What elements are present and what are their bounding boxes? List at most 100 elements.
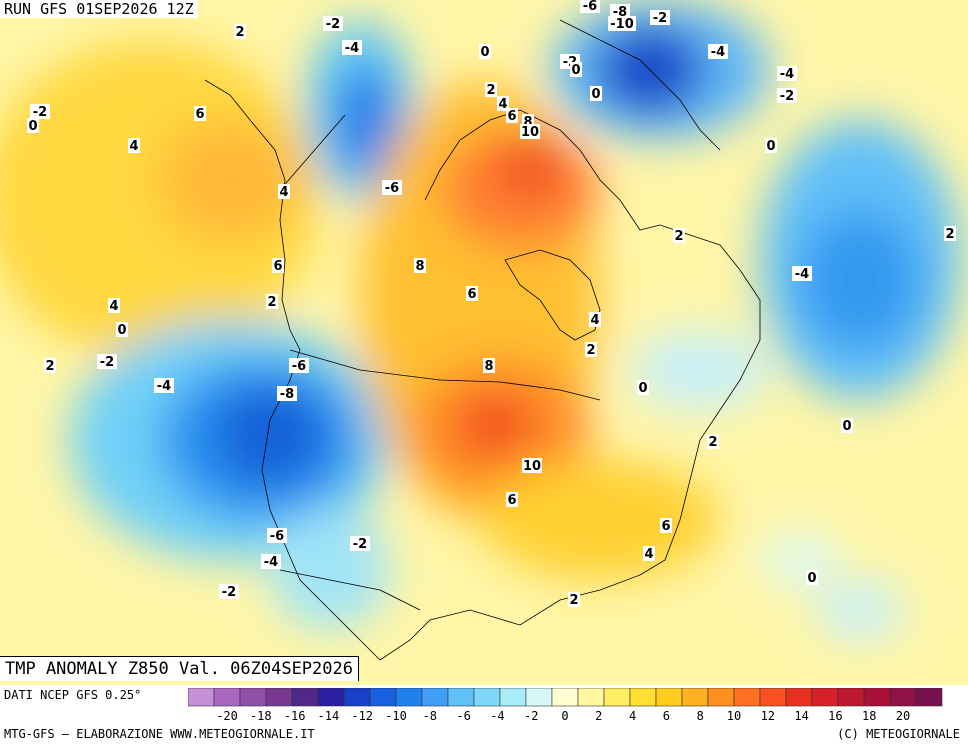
colorbar-tick-label: 10 [727,709,741,723]
colorbar-tick-label: -2 [524,709,538,723]
colorbar-swatch [733,688,761,707]
colorbar-swatch [863,688,891,707]
colorbar-swatch [213,688,241,707]
contour-label: 4 [128,138,140,154]
colorbar-tick-label: -4 [490,709,504,723]
svg-text:2: 2 [486,83,495,98]
colorbar: -20 -18 -16 -14 -12 -10 -8 -6 -4 -2 0 2 4 6 8 10 12 14 16 1… [188,688,943,723]
svg-text:0: 0 [117,323,126,338]
contour-label: 8 [483,358,495,374]
colorbar-tick-label: -8 [423,709,437,723]
contour-label: 2 [234,24,246,40]
colorbar-swatch [188,688,215,707]
contour-label: 0 [479,44,491,60]
colorbar-swatch [837,688,865,707]
colorbar-swatch [681,688,709,707]
colorbar-tick-label: 4 [629,709,636,723]
contour-label: -2 [30,104,50,120]
run-label: RUN GFS 01SEP2026 12Z [0,0,198,18]
contour-label: 0 [590,86,602,102]
svg-text:0: 0 [571,63,580,78]
contour-label: 0 [27,118,39,134]
svg-text:2: 2 [586,343,595,358]
colorbar-tick-label: -20 [216,709,238,723]
contour-label-layer: -6-8-10-22-2-40-20-4-4-202468100-2064-64… [27,0,956,608]
svg-text:6: 6 [195,107,204,122]
contour-label: 0 [806,570,818,586]
contour-label: -4 [708,44,728,60]
contour-label: -4 [792,266,812,282]
contour-label: 6 [272,258,284,274]
contour-label: -6 [289,358,309,374]
contour-label: 2 [707,434,719,450]
svg-text:6: 6 [273,259,282,274]
colorbar-tick-label: -6 [456,709,470,723]
svg-text:2: 2 [945,227,954,242]
contour-label: -6 [580,0,600,14]
contour-label: 2 [944,226,956,242]
colorbar-swatch [889,688,917,707]
contour-label: 4 [278,184,290,200]
colorbar-swatch [525,688,553,707]
contour-label: 10 [520,124,540,140]
contour-label: 6 [506,108,518,124]
colorbar-tick-label: 12 [761,709,775,723]
svg-text:0: 0 [638,381,647,396]
contour-label: 0 [116,322,128,338]
field-title: TMP ANOMALY Z850 Val. 06Z04SEP2026 [0,656,359,681]
svg-text:2: 2 [267,295,276,310]
colorbar-swatch [759,688,787,707]
credit-label: MTG-GFS — ELABORAZIONE WWW.METEOGIORNALE… [4,727,315,741]
svg-text:8: 8 [415,259,424,274]
contour-label: -4 [342,40,362,56]
svg-text:-2: -2 [353,537,367,552]
svg-text:0: 0 [480,45,489,60]
contour-label: -2 [219,584,239,600]
svg-text:-6: -6 [292,359,306,374]
contour-label: -2 [650,10,670,26]
svg-text:6: 6 [507,109,516,124]
contour-label: -2 [97,354,117,370]
svg-text:0: 0 [807,571,816,586]
contour-label: 4 [589,312,601,328]
svg-text:-4: -4 [780,67,794,82]
colorbar-swatch [395,688,423,707]
svg-text:-4: -4 [345,41,359,56]
svg-text:-4: -4 [157,379,171,394]
svg-text:2: 2 [235,25,244,40]
contour-label: -8 [277,386,297,402]
colorbar-tick-label: 14 [794,709,808,723]
colorbar-swatch [915,688,943,707]
contour-label: -4 [154,378,174,394]
contour-label: 4 [643,546,655,562]
svg-text:-6: -6 [270,529,284,544]
contour-label: 6 [660,518,672,534]
contour-label: 4 [108,298,120,314]
anomaly-map: -6-8-10-22-2-40-20-4-4-202468100-2064-64… [0,0,968,685]
contour-label: 0 [570,62,582,78]
svg-text:-2: -2 [100,355,114,370]
svg-text:-4: -4 [795,267,809,282]
svg-text:6: 6 [507,493,516,508]
data-source-label: DATI NCEP GFS 0.25° [4,688,142,702]
svg-text:8: 8 [484,359,493,374]
svg-text:-2: -2 [326,17,340,32]
contour-label: 10 [522,458,542,474]
contour-label: 0 [765,138,777,154]
contour-label: -10 [608,16,636,32]
copyright-label: (C) METEOGIORNALE [837,727,960,741]
contour-label: 4 [497,96,509,112]
colorbar-swatch [291,688,319,707]
svg-text:6: 6 [467,287,476,302]
contour-label: 0 [841,418,853,434]
svg-text:4: 4 [590,313,599,328]
svg-text:-10: -10 [610,17,634,32]
svg-text:10: 10 [521,125,539,140]
colorbar-tick-label: -10 [385,709,407,723]
contour-label: 2 [673,228,685,244]
colorbar-tick-label: 16 [828,709,842,723]
svg-text:-8: -8 [280,387,294,402]
svg-text:2: 2 [45,359,54,374]
contour-label: 2 [485,82,497,98]
